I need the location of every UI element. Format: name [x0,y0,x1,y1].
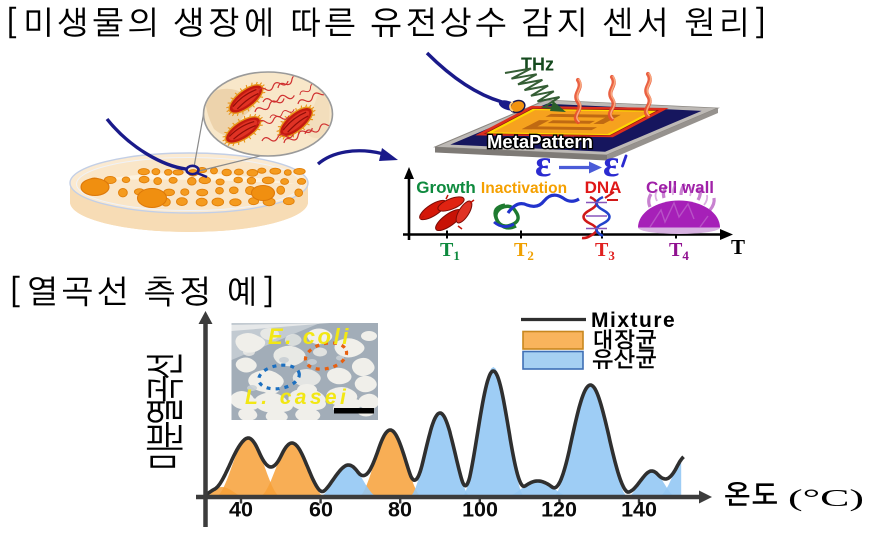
svg-text:80: 80 [388,498,412,522]
svg-text:E. coli: E. coli [268,324,351,349]
svg-text:ε: ε [603,143,619,185]
svg-text:100: 100 [462,498,498,522]
svg-text:Inactivation: Inactivation [481,180,567,197]
svg-text:Mixture: Mixture [591,309,676,332]
svg-text:MetaPattern: MetaPattern [487,131,593,152]
svg-text:T: T [731,235,745,259]
svg-text:(°C): (°C) [788,486,864,512]
svg-text:140: 140 [621,498,657,522]
svg-text:L. casei: L. casei [245,386,349,409]
svg-text:Growth: Growth [416,178,476,197]
svg-text:60: 60 [309,498,333,522]
svg-text:ε: ε [535,143,551,185]
svg-text:DNA: DNA [585,178,622,197]
svg-text:120: 120 [541,498,577,522]
svg-text:40: 40 [229,498,253,522]
